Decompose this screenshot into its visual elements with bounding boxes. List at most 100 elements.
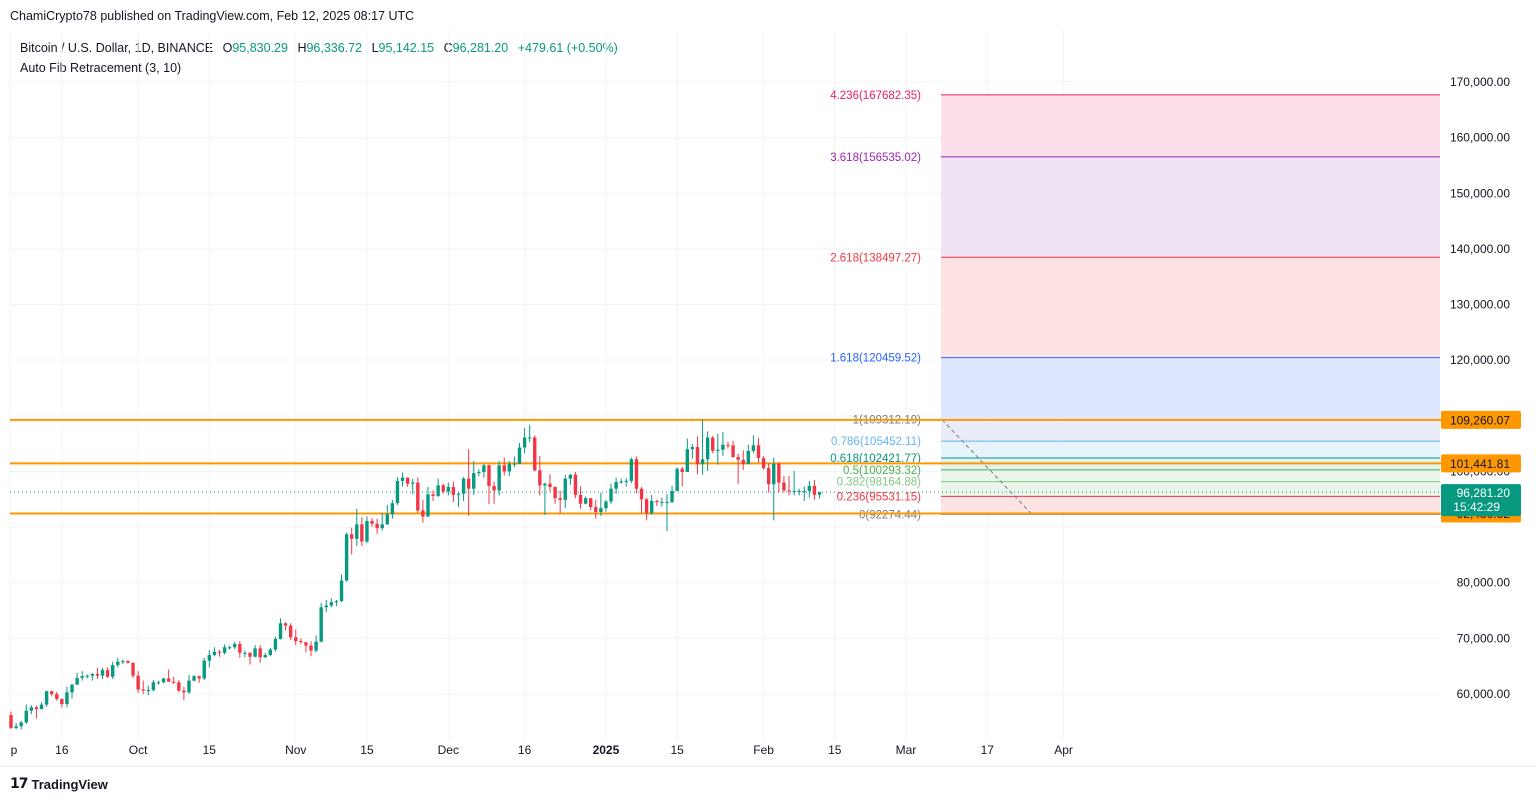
candle-body [446, 487, 451, 492]
candle-body [355, 524, 359, 539]
open-label: O [222, 41, 233, 55]
candle [578, 486, 583, 509]
candle-body [522, 437, 527, 448]
candle [807, 480, 812, 498]
candle [777, 461, 781, 493]
candle [548, 474, 552, 492]
candle-body [563, 478, 567, 500]
candle [202, 657, 206, 681]
candle [360, 517, 364, 547]
candle-body [629, 459, 634, 481]
candle-body [263, 655, 267, 658]
candle-body [309, 645, 313, 651]
candle [487, 464, 491, 505]
candle [558, 490, 562, 514]
candle [797, 488, 801, 496]
candle-body [411, 482, 415, 484]
candle [741, 450, 745, 470]
time-tick-label: Dec [438, 743, 459, 757]
candle-body [131, 662, 135, 676]
candle [344, 532, 349, 582]
price-tick-label: 80,000.00 [1457, 576, 1511, 590]
candle-body [421, 510, 425, 517]
candle [238, 641, 242, 658]
indicator-label[interactable]: Auto Fib Retracement (3, 10) [20, 61, 182, 75]
candle-body [304, 642, 308, 646]
candle-body [787, 490, 791, 492]
price-axis: 60,000.0070,000.0080,000.00100,000.00120… [1441, 75, 1521, 701]
candle [339, 574, 344, 603]
candle [258, 645, 262, 663]
candle-body [680, 468, 684, 473]
candle-body [548, 483, 552, 488]
candle [588, 498, 593, 511]
fib-zone [941, 496, 1440, 515]
candle-body [644, 499, 649, 514]
candle-body [95, 673, 100, 676]
candle-body [726, 444, 730, 446]
candle [243, 650, 247, 658]
fib-zone [941, 257, 1440, 358]
candle [334, 599, 339, 607]
candle [80, 671, 84, 681]
candle [817, 491, 822, 499]
change-value: +479.61 (+0.50%) [517, 41, 618, 55]
candle-body [517, 447, 522, 464]
candle-body [426, 494, 430, 517]
candle [85, 674, 89, 679]
candle [650, 494, 654, 515]
candle-body [456, 493, 461, 495]
fib-retracement: 0(92274.44) 0.236(95531.15) 0.382(98164.88… [830, 90, 1440, 521]
candle-body [314, 641, 318, 651]
candle [736, 453, 740, 484]
candle [131, 662, 135, 678]
candle [726, 441, 730, 449]
candle [217, 650, 222, 657]
fib-zone [941, 469, 1440, 482]
candle [665, 494, 669, 531]
candle-body [34, 707, 39, 710]
footer-brand[interactable]: 17 TradingView [10, 776, 108, 792]
candle-body [192, 676, 196, 681]
candle-body [746, 450, 751, 465]
candle [573, 472, 578, 499]
candle [70, 683, 74, 699]
price-tick-label: 150,000.00 [1450, 186, 1510, 200]
candle [227, 645, 232, 650]
candle-body [222, 647, 227, 653]
candle [304, 641, 308, 653]
symbol-name[interactable]: Bitcoin / U.S. Dollar, 1D, BINANCE [20, 41, 214, 55]
candle [49, 690, 54, 697]
ohlc-row: Bitcoin / U.S. Dollar, 1D, BINANCE O95,8… [20, 38, 618, 58]
candle-body [782, 482, 786, 491]
candle [172, 676, 176, 684]
candle-body [797, 490, 801, 492]
candle [29, 705, 34, 715]
fib-trend-line [941, 419, 1033, 515]
candle-body [339, 580, 344, 602]
fib-zone [941, 156, 1440, 258]
candle [421, 499, 425, 523]
candle-body [777, 463, 781, 483]
candle [9, 711, 13, 730]
candle [527, 424, 532, 442]
candle-body [380, 524, 384, 529]
time-tick-label: 15 [828, 743, 842, 757]
candle-body [85, 675, 89, 677]
candle-body [197, 676, 201, 679]
candle-body [711, 437, 715, 451]
candle-body [161, 678, 166, 683]
time-tick-label: 2025 [593, 743, 620, 757]
candle [431, 490, 435, 501]
candle [660, 497, 664, 507]
bar-countdown-label: 15:42:29 [1453, 500, 1500, 514]
candle-body [278, 623, 283, 639]
candle-body [395, 480, 400, 504]
candle [792, 470, 796, 496]
candle-body [370, 520, 374, 524]
candle [563, 474, 567, 509]
candle-body [482, 465, 486, 473]
candle [721, 431, 725, 456]
candle [44, 690, 49, 707]
